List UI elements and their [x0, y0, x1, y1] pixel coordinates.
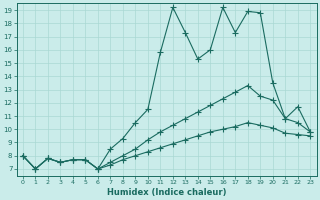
- X-axis label: Humidex (Indice chaleur): Humidex (Indice chaleur): [107, 188, 226, 197]
